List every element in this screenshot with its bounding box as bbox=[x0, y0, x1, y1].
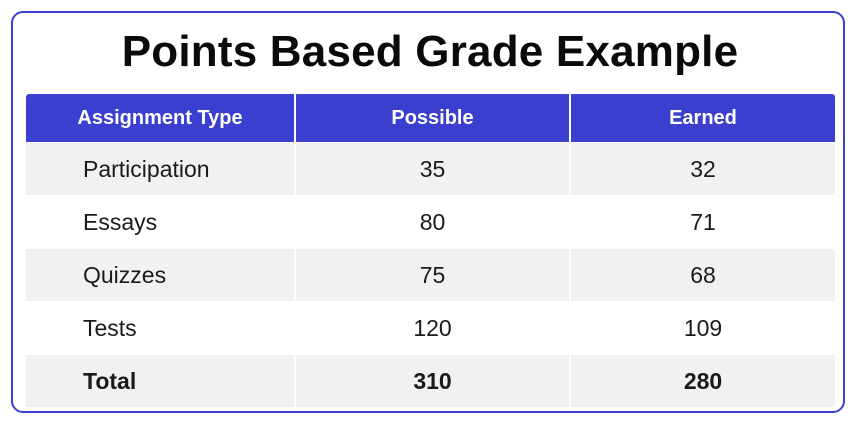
cell-total-label: Total bbox=[26, 354, 296, 407]
table-header-row: Assignment Type Possible Earned bbox=[26, 94, 835, 142]
cell-earned: 68 bbox=[571, 248, 835, 301]
cell-total-possible: 310 bbox=[296, 354, 571, 407]
table-row: Quizzes 75 68 bbox=[26, 248, 835, 301]
table-row: Essays 80 71 bbox=[26, 195, 835, 248]
table-row: Participation 35 32 bbox=[26, 142, 835, 195]
cell-earned: 71 bbox=[571, 195, 835, 248]
cell-total-earned: 280 bbox=[571, 354, 835, 407]
cell-possible: 75 bbox=[296, 248, 571, 301]
column-header-earned: Earned bbox=[571, 94, 835, 142]
column-header-possible: Possible bbox=[296, 94, 571, 142]
cell-possible: 80 bbox=[296, 195, 571, 248]
column-header-assignment-type: Assignment Type bbox=[26, 94, 296, 142]
table-row: Tests 120 109 bbox=[26, 301, 835, 354]
cell-assignment-type: Quizzes bbox=[26, 248, 296, 301]
cell-earned: 32 bbox=[571, 142, 835, 195]
page-title: Points Based Grade Example bbox=[121, 27, 739, 76]
cell-possible: 120 bbox=[296, 301, 571, 354]
cell-assignment-type: Participation bbox=[26, 142, 296, 195]
cell-earned: 109 bbox=[571, 301, 835, 354]
table-total-row: Total 310 280 bbox=[26, 354, 835, 407]
cell-assignment-type: Tests bbox=[26, 301, 296, 354]
grade-table: Assignment Type Possible Earned Particip… bbox=[26, 94, 835, 407]
cell-assignment-type: Essays bbox=[26, 195, 296, 248]
cell-possible: 35 bbox=[296, 142, 571, 195]
